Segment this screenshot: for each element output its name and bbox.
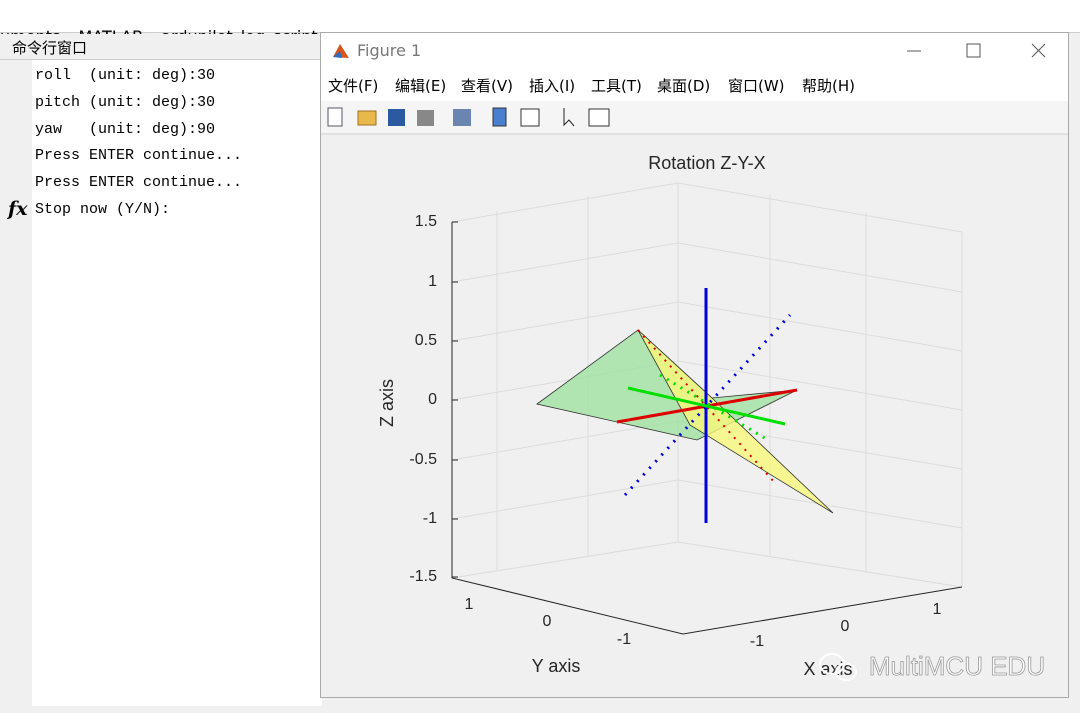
y-label: Y axis (532, 656, 581, 676)
z-tick-label: -1 (423, 510, 437, 527)
matlab-icon (333, 44, 349, 58)
y-tick-label: 0 (543, 613, 552, 630)
z-tick-label: -1.5 (409, 568, 437, 585)
command-window-header (0, 34, 320, 60)
command-line: Press ENTER continue... (35, 174, 243, 191)
z-label: Z axis (377, 379, 397, 427)
x-tick-label: 1 (933, 601, 942, 618)
command-line: roll (unit: deg):30 (35, 67, 216, 84)
z-tick-label: 1.5 (415, 213, 437, 230)
menu-item[interactable]: 文件(F) (328, 77, 379, 95)
menu-item[interactable]: 窗口(W) (728, 77, 785, 95)
toolbar[interactable] (321, 101, 1068, 135)
command-window-title: 命令行窗口 (12, 39, 88, 57)
command-line: yaw (unit: deg):90 (35, 121, 216, 138)
figure-title: Figure 1 (357, 41, 422, 60)
menu-item[interactable]: 插入(I) (529, 77, 576, 95)
fx-icon: fx (8, 198, 28, 220)
menu-item[interactable]: 查看(V) (461, 77, 513, 95)
command-line: pitch (unit: deg):30 (35, 94, 216, 111)
x-tick-label: -1 (750, 633, 764, 650)
z-tick-label: 1 (428, 273, 437, 290)
window-controls[interactable] (901, 39, 1061, 63)
x-tick-label: 0 (841, 618, 850, 635)
menu-item[interactable]: 帮助(H) (802, 77, 855, 95)
y-axis-line (627, 386, 786, 426)
command-window[interactable] (32, 60, 322, 706)
y-axis-dotted (659, 373, 769, 442)
z-tick-label: 0.5 (415, 332, 437, 349)
command-line: Press ENTER continue... (35, 147, 243, 164)
y-tick-label: 1 (465, 596, 474, 613)
menu-item[interactable]: 编辑(E) (395, 77, 447, 95)
prompt[interactable]: Stop now (Y/N): (35, 201, 171, 218)
watermark-icon (819, 653, 857, 681)
axes-box (451, 182, 963, 588)
z-tick-label: -0.5 (409, 451, 437, 468)
figure-window: Figure 1 文件(F) 编辑(E) 查看(V) 插入(I) 工具(T) 桌… (320, 32, 1069, 698)
x-label: X axis (803, 659, 852, 679)
green-plane (536, 329, 798, 441)
z-tick-label: 0 (428, 391, 437, 408)
y-tick-label: -1 (617, 631, 631, 648)
plot-title: Rotation Z-Y-X (648, 153, 765, 173)
watermark: MultiMCU EDU (869, 651, 1045, 681)
menu-item[interactable]: 桌面(D) (657, 77, 711, 95)
menu-item[interactable]: 工具(T) (591, 77, 642, 95)
